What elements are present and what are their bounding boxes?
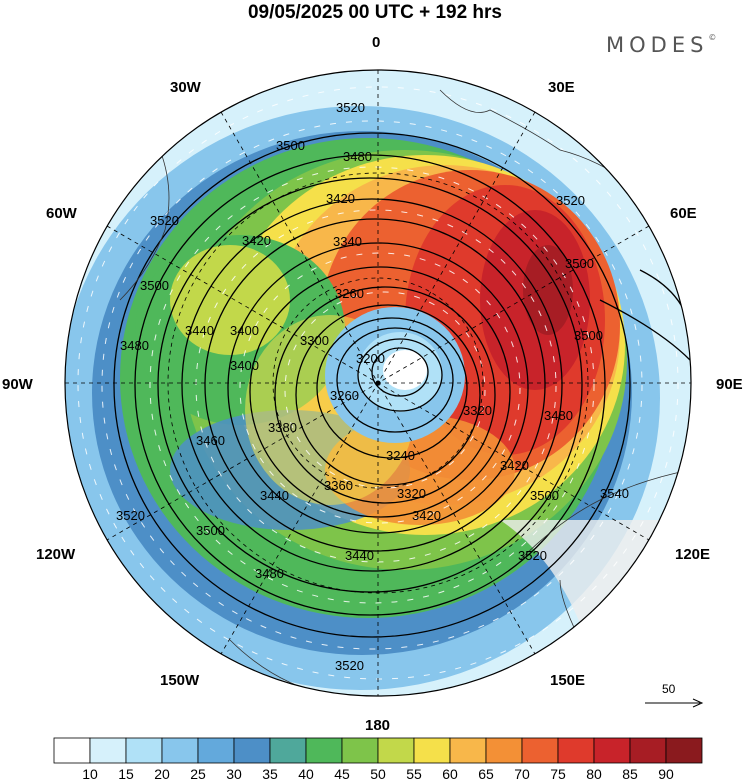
colorbar-swatch — [341, 737, 379, 764]
contour-label: 3480 — [255, 566, 284, 581]
colorbar-swatch — [161, 737, 199, 764]
colorbar-tick-label: 70 — [514, 766, 530, 782]
contour-label: 3260 — [335, 286, 364, 301]
colorbar-swatch — [665, 737, 703, 764]
contour-label: 3440 — [260, 488, 289, 503]
brand-logo: MODES© — [606, 33, 716, 57]
contour-label-group: 3520 3500 3480 3420 3420 3340 3260 3200 … — [116, 100, 629, 673]
colorbar-swatch — [485, 737, 523, 764]
colorbar-swatch — [593, 737, 631, 764]
lon-label-30w: 30W — [170, 79, 201, 96]
pole-marker — [375, 380, 381, 386]
colorbar-swatch — [413, 737, 451, 764]
contour-label: 3480 — [343, 149, 372, 164]
contour-label: 3420 — [500, 458, 529, 473]
brand-name: MODES — [606, 33, 709, 57]
contour-label: 3520 — [150, 213, 179, 228]
colorbar-tick-label: 80 — [586, 766, 602, 782]
contour-label: 3480 — [120, 338, 149, 353]
contour-label: 3420 — [242, 233, 271, 248]
lon-label-150e: 150E — [550, 672, 586, 689]
colorbar-tick-label: 85 — [622, 766, 638, 782]
colorbar-swatch — [557, 737, 595, 764]
contour-label: 3520 — [116, 508, 145, 523]
contour-label: 3500 — [565, 256, 594, 271]
colorbar-swatch — [269, 737, 307, 764]
colorbar-swatch — [53, 737, 91, 764]
colorbar-tick-label: 45 — [334, 766, 350, 782]
colorbar-tick-label: 15 — [118, 766, 134, 782]
lon-label-60w: 60W — [46, 205, 77, 222]
colorbar-swatch — [305, 737, 343, 764]
contour-label: 3320 — [463, 403, 492, 418]
contour-label: 3320 — [397, 486, 426, 501]
brand-mark: © — [708, 33, 717, 42]
contour-label: 3420 — [412, 508, 441, 523]
colorbar-tick-label: 90 — [658, 766, 674, 782]
contour-label: 3520 — [518, 548, 547, 563]
height-contours — [113, 132, 691, 638]
lon-label-30e: 30E — [548, 79, 575, 96]
colorbar-tick-label: 35 — [262, 766, 278, 782]
contour-label: 3500 — [276, 138, 305, 153]
contour-label: 3300 — [300, 333, 329, 348]
lon-label-120e: 120E — [675, 546, 711, 563]
contour-label: 3440 — [185, 323, 214, 338]
colorbar-tick-label: 30 — [226, 766, 242, 782]
colorbar-tick-label: 55 — [406, 766, 422, 782]
wind-scale-arrow — [645, 698, 704, 708]
colorbar-swatch — [89, 737, 127, 764]
colorbar-tick-label: 25 — [190, 766, 206, 782]
contour-label: 3500 — [196, 523, 225, 538]
colorbar-tick-label: 75 — [550, 766, 566, 782]
contour-label: 3460 — [196, 433, 225, 448]
contour-label: 3520 — [335, 658, 364, 673]
lon-label-120w: 120W — [36, 546, 76, 563]
map-title: 09/05/2025 00 UTC + 192 hrs — [247, 2, 503, 23]
contour-label: 3420 — [326, 191, 355, 206]
lon-label-90e: 90E — [716, 376, 743, 393]
lon-label-60e: 60E — [670, 205, 697, 222]
contour-label: 3540 — [600, 486, 629, 501]
map-boundary — [64, 69, 692, 697]
contour-label: 3360 — [324, 478, 353, 493]
colorbar — [53, 737, 703, 764]
colorbar-swatch — [125, 737, 163, 764]
colorbar-tick-label: 50 — [370, 766, 386, 782]
contour-label: 3520 — [336, 100, 365, 115]
contour-label: 3480 — [544, 408, 573, 423]
contour-label: 3380 — [268, 420, 297, 435]
colorbar-swatch — [629, 737, 667, 764]
colorbar-tick-label: 20 — [154, 766, 170, 782]
colorbar-tick-label: 65 — [478, 766, 494, 782]
contour-label: 3500 — [530, 488, 559, 503]
colorbar-swatch — [233, 737, 271, 764]
colorbar-tick-label: 40 — [298, 766, 314, 782]
contour-label: 3500 — [140, 278, 169, 293]
contour-label: 3400 — [230, 323, 259, 338]
contour-label: 3440 — [345, 548, 374, 563]
coastlines — [119, 89, 691, 696]
contour-label: 3200 — [356, 351, 385, 366]
lon-label-150w: 150W — [160, 672, 200, 689]
colorbar-tick-label: 60 — [442, 766, 458, 782]
contour-label: 3520 — [556, 193, 585, 208]
colorbar-tick-label: 10 — [82, 766, 98, 782]
colorbar-swatch — [449, 737, 487, 764]
colorbar-swatch — [197, 737, 235, 764]
contour-label: 3340 — [333, 234, 362, 249]
lon-label-90w: 90W — [2, 376, 33, 393]
contour-label: 3240 — [386, 448, 415, 463]
wind-scale-label: 50 — [662, 682, 676, 696]
lon-label-0: 0 — [372, 34, 381, 51]
lon-label-180: 180 — [365, 717, 391, 734]
contour-label: 3260 — [330, 388, 359, 403]
colorbar-swatch — [377, 737, 415, 764]
contour-label: 3500 — [574, 328, 603, 343]
contour-label: 3400 — [230, 358, 259, 373]
colorbar-swatch — [521, 737, 559, 764]
